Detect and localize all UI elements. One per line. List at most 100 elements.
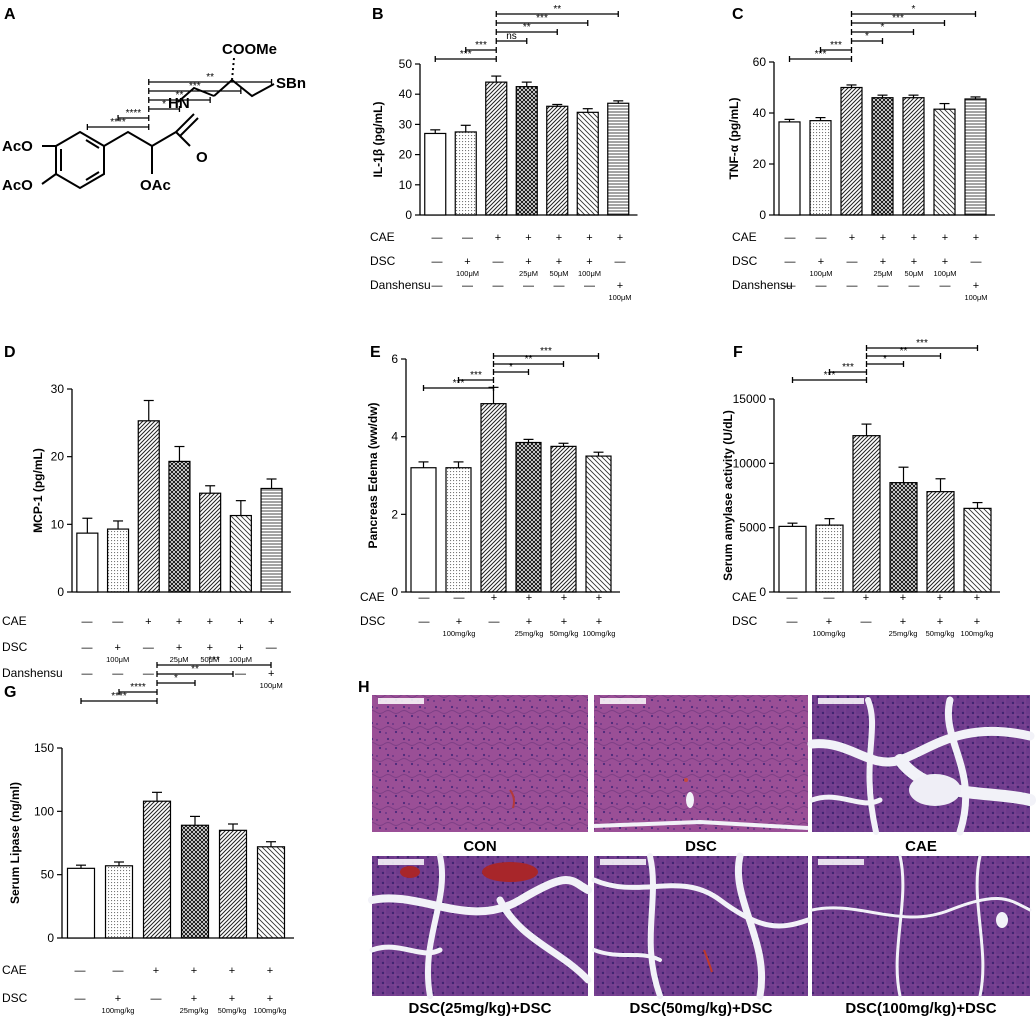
y-tick-label: 2 (391, 507, 398, 521)
treatment-row-label: CAE (370, 230, 395, 244)
treatment-cell: + (900, 592, 906, 604)
histology-image-dsc50 (591, 852, 811, 1000)
treatment-cell: + (491, 592, 497, 604)
treatment-cell: + (973, 280, 979, 292)
significance-label: ns (506, 31, 517, 42)
y-tick-label: 100 (34, 804, 54, 818)
treatment-cell: + (596, 616, 602, 628)
y-tick-label: 0 (759, 585, 766, 599)
bar (576, 111, 599, 216)
treatment-dose: 100μM (106, 655, 129, 664)
treatment-cell: + (526, 592, 532, 604)
bar (410, 467, 437, 593)
treatment-cell: + (973, 232, 979, 244)
y-tick-label: 6 (391, 352, 398, 366)
treatment-cell: — (785, 256, 796, 268)
y-tick-label: 4 (391, 430, 398, 444)
significance-label: *** (892, 13, 904, 24)
y-tick-label: 0 (759, 208, 766, 222)
treatment-cell: + (464, 256, 470, 268)
treatment-cell: + (267, 993, 273, 1005)
treatment-cell: + (556, 232, 562, 244)
bar (180, 824, 210, 939)
caption-dsc25: DSC(25mg/kg)+DSC (409, 1000, 552, 1017)
treatment-row-label: DSC (732, 254, 758, 268)
y-axis-title: Pancreas Edema (ww/dw) (366, 402, 380, 548)
bar (256, 846, 286, 939)
significance-label: *** (208, 655, 220, 666)
treatment-cell: + (617, 232, 623, 244)
bar (66, 867, 96, 939)
significance-label: * (865, 31, 869, 42)
treatment-cell: + (911, 256, 917, 268)
treatment-dose: 100μM (578, 269, 601, 278)
treatment-cell: — (615, 256, 626, 268)
treatment-cell: + (114, 642, 120, 654)
treatment-cell: + (268, 668, 274, 680)
histology-image-cae (807, 695, 1036, 836)
treatment-cell: + (229, 965, 235, 977)
treatment-cell: + (153, 965, 159, 977)
treatment-cell: + (818, 256, 824, 268)
treatment-cell: + (525, 232, 531, 244)
bar (168, 460, 191, 593)
bar (964, 98, 987, 216)
treatment-cell: + (176, 616, 182, 628)
bar (840, 86, 863, 216)
treatment-cell: — (787, 616, 798, 628)
treatment-dose: 50mg/kg (218, 1006, 247, 1015)
treatment-cell: + (974, 592, 980, 604)
treatment-cell: — (493, 256, 504, 268)
significance-label: ** (176, 90, 184, 101)
treatment-cell: + (237, 616, 243, 628)
significance-label: **** (110, 117, 126, 128)
treatment-cell: — (554, 280, 565, 292)
y-tick-label: 30 (51, 382, 65, 396)
significance-label: *** (475, 40, 487, 51)
bar (218, 829, 248, 939)
y-axis-title: TNF-α (pg/mL) (727, 97, 741, 179)
treatment-cell: + (880, 256, 886, 268)
treatment-dose: 50μM (200, 655, 219, 664)
treatment-cell: — (816, 232, 827, 244)
y-axis-title: Serum amylase activity (U/dL) (721, 410, 735, 581)
chem-label-aco-top: AcO (2, 138, 33, 155)
treatment-cell: + (145, 616, 151, 628)
treatment-cell: + (586, 256, 592, 268)
y-tick-label: 10000 (733, 456, 767, 470)
treatment-cell: + (937, 616, 943, 628)
treatment-row-label: Danshensu (2, 666, 63, 680)
treatment-cell: + (974, 616, 980, 628)
y-tick-label: 50 (41, 868, 55, 882)
chemical-structure-panel: A COOMe HN SBn O AcO AcO OAc (2, 6, 306, 194)
panel-letter-h: H (358, 679, 370, 696)
bar (809, 120, 832, 216)
treatment-dose: 25μM (170, 655, 189, 664)
treatment-cell: — (861, 616, 872, 628)
treatment-cell: + (176, 642, 182, 654)
treatment-cell: + (207, 616, 213, 628)
significance-label: ** (206, 72, 214, 83)
treatment-cell: — (82, 642, 93, 654)
treatment-cell: + (191, 965, 197, 977)
treatment-cell: + (942, 232, 948, 244)
significance-label: *** (460, 49, 472, 60)
treatment-dose: 100μM (456, 269, 479, 278)
bar (229, 514, 252, 593)
treatment-dose: 25mg/kg (515, 629, 544, 638)
y-tick-label: 20 (753, 157, 767, 171)
treatment-cell: — (847, 256, 858, 268)
bar (454, 131, 477, 216)
significance-label: *** (824, 370, 836, 381)
y-tick-label: 20 (399, 148, 413, 162)
treatment-row-label: DSC (732, 614, 758, 628)
treatment-cell: — (235, 668, 246, 680)
treatment-row-label: CAE (2, 963, 27, 977)
y-tick-label: 40 (753, 106, 767, 120)
significance-label: * (883, 354, 887, 365)
bar (104, 865, 134, 939)
treatment-cell: + (229, 993, 235, 1005)
